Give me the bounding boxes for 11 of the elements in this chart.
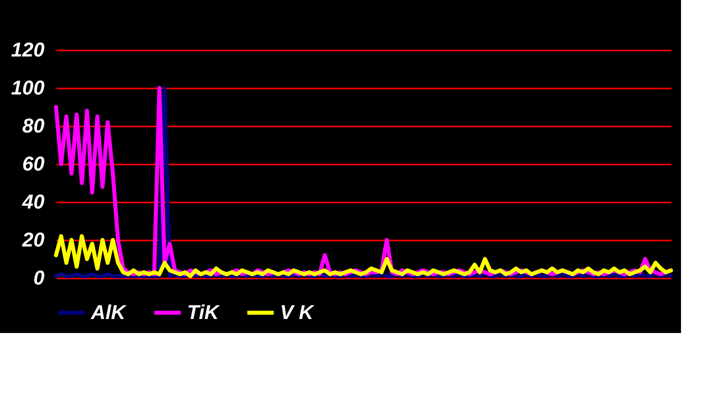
legend-label: AlK [90,302,127,324]
legend-label: TiK [187,302,220,324]
y-tick-label: 40 [21,192,44,214]
legend-label: V K [280,302,315,324]
line-series [54,234,673,278]
y-tick-label: 120 [11,40,44,62]
y-tick-label: 80 [22,116,44,138]
y-tick-label: 100 [11,78,44,100]
y-tick-label: 0 [33,268,44,290]
y-tick-label: 60 [22,154,44,176]
y-tick-label: 20 [21,230,44,252]
